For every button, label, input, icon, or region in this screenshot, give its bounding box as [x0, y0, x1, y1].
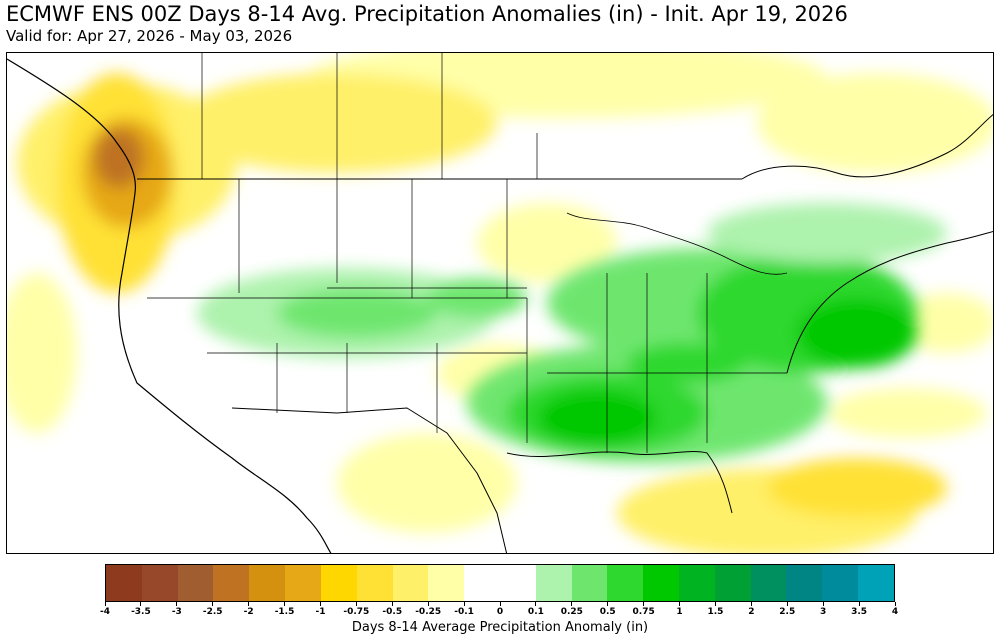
colorbar-tick-label: 3 [820, 607, 827, 617]
map-title: ECMWF ENS 00Z Days 8-14 Avg. Precipitati… [6, 2, 848, 26]
colorbar-tick [391, 602, 393, 606]
colorbar-swatch [714, 565, 751, 601]
colorbar-swatch [356, 565, 393, 601]
colorbar-swatch [392, 565, 429, 601]
colorbar-tick-label: -3 [171, 607, 182, 617]
colorbar-tick [104, 602, 106, 606]
colorbar-tick [535, 602, 537, 606]
colorbar-tick-label: 2 [748, 607, 755, 617]
colorbar-tick [248, 602, 250, 606]
colorbar-swatch [750, 565, 787, 601]
colorbar-swatch [822, 565, 859, 601]
colorbar-tick [212, 602, 214, 606]
colorbar-swatch [249, 565, 286, 601]
colorbar-tick [499, 602, 501, 606]
colorbar-tick [858, 602, 860, 606]
colorbar-swatch [141, 565, 178, 601]
colorbar-tick-label: 0.75 [632, 607, 655, 617]
colorbar-tick [140, 602, 142, 606]
colorbar-swatch [643, 565, 679, 601]
colorbar-swatch [464, 565, 500, 601]
colorbar-tick-label: -2.5 [202, 607, 223, 617]
colorbar-tick [679, 602, 681, 606]
colorbar-tick-label: 2.5 [779, 607, 796, 617]
colorbar-tick-label: 0.1 [527, 607, 544, 617]
colorbar-tick-label: 3.5 [851, 607, 868, 617]
colorbar-tick-label: 0 [496, 607, 504, 617]
colorbar-tick-label: 0.25 [560, 607, 583, 617]
colorbar-tick [284, 602, 286, 606]
boundaries [7, 53, 993, 553]
colorbar-swatch [285, 565, 321, 601]
colorbar-tick [607, 602, 609, 606]
colorbar-tick-label: -4 [100, 607, 110, 617]
colorbar-tick [643, 602, 645, 606]
colorbar-tick-label: -0.5 [382, 607, 403, 617]
colorbar-tick [750, 602, 752, 606]
colorbar-tick [822, 602, 824, 606]
valid-period: Valid for: Apr 27, 2026 - May 03, 2026 [6, 27, 293, 45]
colorbar-tick [714, 602, 716, 606]
colorbar-tick-label: -1 [315, 607, 326, 617]
colorbar-tick [571, 602, 573, 606]
colorbar-swatch [679, 565, 715, 601]
dry-anomaly-areas [7, 53, 993, 553]
colorbar-label: Days 8-14 Average Precipitation Anomaly … [351, 620, 649, 635]
colorbar-tick-label: 4 [891, 607, 899, 617]
colorbar-tick [463, 602, 465, 606]
colorbar-tick-label: 1 [676, 607, 683, 617]
colorbar-swatch [106, 565, 142, 601]
anomaly-map-canvas [7, 53, 993, 553]
colorbar-swatch [213, 565, 250, 601]
anomaly-map [6, 52, 994, 554]
colorbar-tick-label: 1.5 [707, 607, 724, 617]
colorbar [105, 564, 895, 602]
colorbar-tick-label: -0.1 [454, 607, 474, 617]
colorbar-tick [176, 602, 178, 606]
colorbar-tick [894, 602, 896, 606]
colorbar-swatch [320, 565, 357, 601]
colorbar-tick-label: -3.5 [131, 607, 151, 617]
colorbar-swatch [607, 565, 644, 601]
colorbar-tick [319, 602, 321, 606]
colorbar-tick-label: -0.25 [415, 607, 442, 617]
colorbar-swatch [177, 565, 214, 601]
colorbar-tick-label: -1.5 [274, 607, 295, 617]
colorbar-swatch [499, 565, 536, 601]
colorbar-swatch [428, 565, 465, 601]
colorbar-swatch [786, 565, 823, 601]
colorbar-swatch [571, 565, 608, 601]
colorbar-tick [427, 602, 429, 606]
colorbar-swatch [535, 565, 572, 601]
colorbar-tick-label: 0.5 [599, 607, 616, 617]
colorbar-tick [786, 602, 788, 606]
colorbar-tick-label: -2 [243, 607, 254, 617]
colorbar-tick [355, 602, 357, 606]
colorbar-tick-label: -0.75 [343, 607, 370, 617]
colorbar-swatch [858, 565, 894, 601]
